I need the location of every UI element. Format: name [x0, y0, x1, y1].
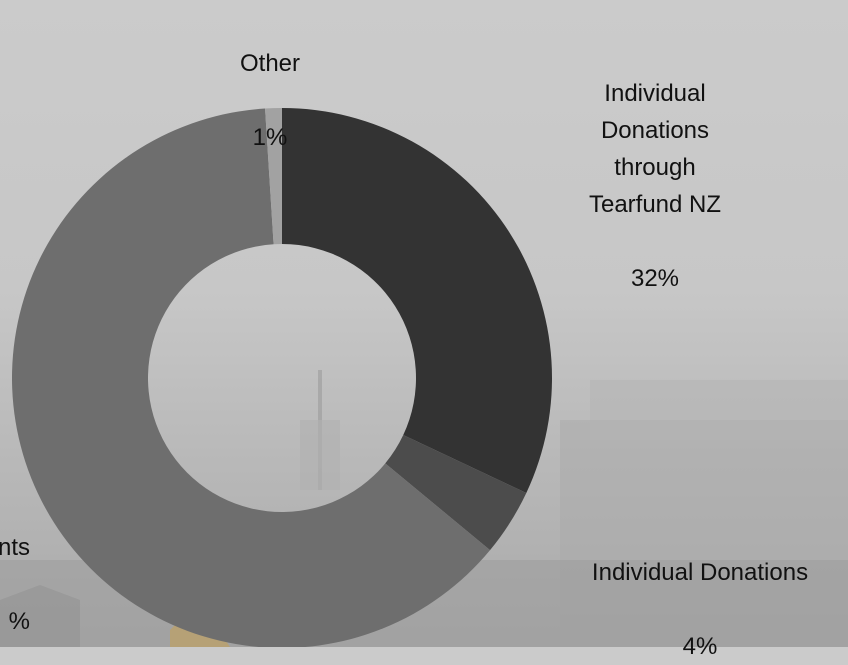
- slice-label-other: Other 1%: [215, 8, 325, 156]
- slice-label-individual-through-tearfund: Individual Donations through Tearfund NZ…: [555, 38, 755, 297]
- slice-label-text: Individual Donations through Tearfund NZ: [588, 80, 722, 218]
- slice-label-text: Other: [239, 50, 301, 77]
- donut-slice-0: [282, 108, 552, 493]
- donut-slice-2: [12, 108, 491, 647]
- slice-label-individual-donations: Individual Donations 4%: [555, 517, 845, 665]
- donut-slice-1: [385, 435, 527, 551]
- donut-slice-3: [265, 108, 282, 245]
- slice-label-text: nts: [0, 534, 30, 561]
- donut-hole: [148, 244, 416, 512]
- slice-label-grants-clipped: nts %: [0, 492, 30, 640]
- slice-value-label: 1%: [252, 124, 288, 151]
- donut-chart: [12, 108, 552, 647]
- slice-label-text: Individual Donations: [591, 559, 809, 586]
- slice-value-label: %: [8, 608, 30, 635]
- slice-value-label: 32%: [630, 265, 680, 292]
